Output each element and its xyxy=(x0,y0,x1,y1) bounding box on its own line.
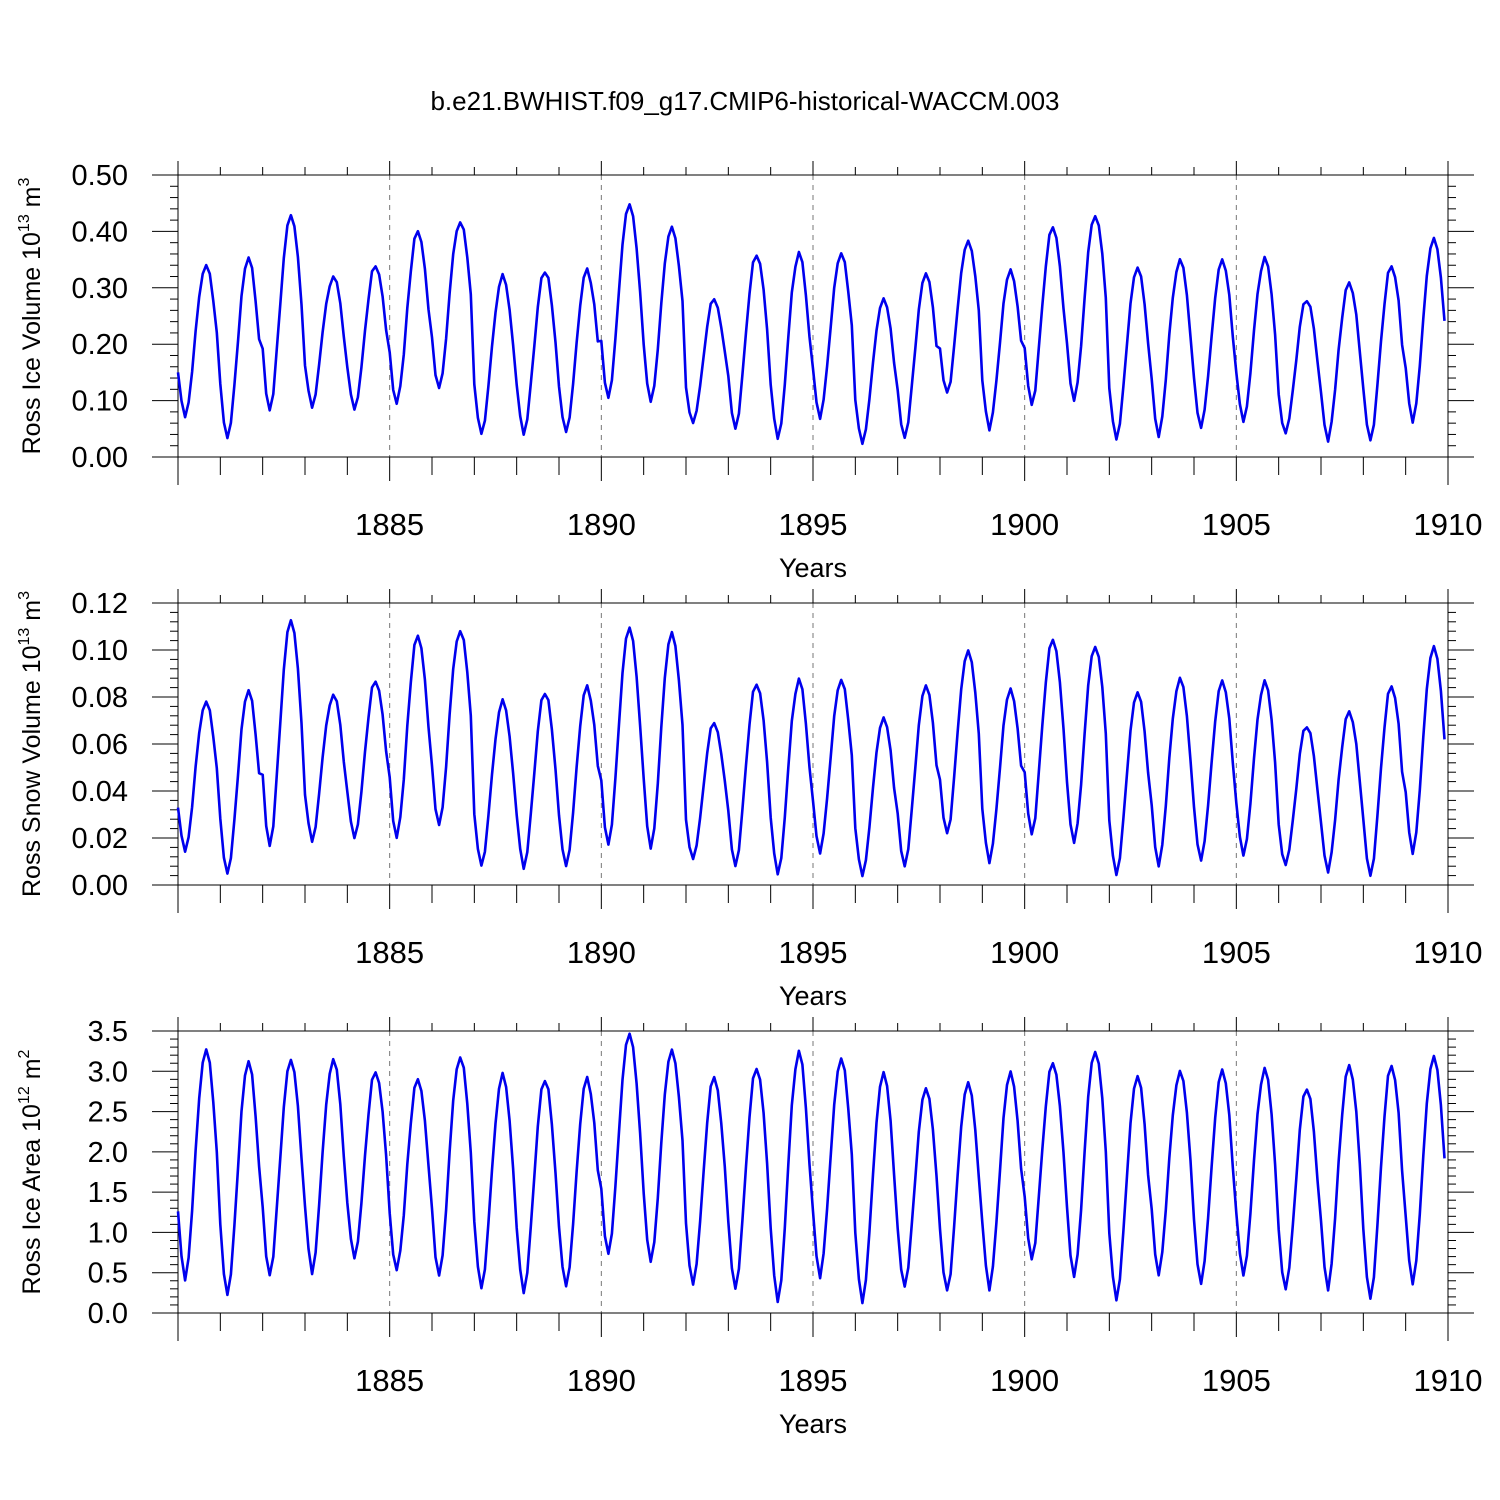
x-axis-label: Years xyxy=(779,981,847,1011)
x-tick-label: 1910 xyxy=(1414,935,1483,970)
y-tick-label: 0.5 xyxy=(88,1258,128,1290)
x-tick-label: 1910 xyxy=(1414,1363,1483,1398)
y-tick-label: 3.0 xyxy=(88,1056,128,1088)
y-tick-label: 0.30 xyxy=(72,273,128,305)
y-tick-label: 0.50 xyxy=(72,160,128,192)
y-tick-label: 0.0 xyxy=(88,1298,128,1330)
x-tick-label: 1890 xyxy=(567,935,636,970)
x-tick-label: 1885 xyxy=(355,507,424,542)
y-tick-label: 0.10 xyxy=(72,386,128,418)
y-tick-label: 2.0 xyxy=(88,1137,128,1169)
series-line xyxy=(176,618,1446,878)
x-tick-label: 1895 xyxy=(779,935,848,970)
y-tick-label: 0.08 xyxy=(72,682,128,714)
x-axis-label: Years xyxy=(779,553,847,583)
y-axis-label: Ross Ice Area 1012 m2 xyxy=(16,1049,46,1294)
y-tick-label: 1.5 xyxy=(88,1177,128,1209)
y-axis-label: Ross Snow Volume 1013 m3 xyxy=(16,591,46,897)
y-tick-label: 0.02 xyxy=(72,823,128,855)
y-axis-label: Ross Ice Volume 1013 m3 xyxy=(16,177,46,454)
x-tick-label: 1900 xyxy=(990,935,1059,970)
y-tick-label: 0.00 xyxy=(72,870,128,902)
y-tick-label: 0.00 xyxy=(72,442,128,474)
y-tick-label: 0.40 xyxy=(72,216,128,248)
y-tick-label: 0.20 xyxy=(72,329,128,361)
series-line xyxy=(176,203,1446,446)
x-tick-label: 1890 xyxy=(567,1363,636,1398)
y-tick-label: 0.10 xyxy=(72,635,128,667)
y-tick-label: 1.0 xyxy=(88,1217,128,1249)
x-tick-label: 1905 xyxy=(1202,507,1271,542)
x-tick-label: 1910 xyxy=(1414,507,1483,542)
figure-title: b.e21.BWHIST.f09_g17.CMIP6-historical-WA… xyxy=(430,86,1059,116)
y-tick-label: 3.5 xyxy=(88,1016,128,1048)
y-tick-label: 0.06 xyxy=(72,729,128,761)
x-tick-label: 1900 xyxy=(990,507,1059,542)
x-tick-label: 1895 xyxy=(779,507,848,542)
x-axis-label: Years xyxy=(779,1409,847,1439)
x-tick-label: 1905 xyxy=(1202,1363,1271,1398)
panels: 0.00 0.10 0.20 0.30 0.40 0.50 1885 1890 1895 1900… xyxy=(16,160,1482,1439)
x-tick-label: 1890 xyxy=(567,507,636,542)
x-tick-label: 1905 xyxy=(1202,935,1271,970)
x-tick-label: 1885 xyxy=(355,935,424,970)
panel-1: 0.00 0.10 0.20 0.30 0.40 0.50 1885 1890 1895 1900… xyxy=(16,160,1482,583)
panel-2: 0.00 0.02 0.04 0.06 0.08 0.10 0.12 1885 1890 1895… xyxy=(16,588,1482,1011)
y-tick-label: 0.12 xyxy=(72,588,128,620)
x-tick-label: 1900 xyxy=(990,1363,1059,1398)
y-tick-label: 0.04 xyxy=(72,776,128,808)
series-line xyxy=(176,1032,1446,1305)
y-tick-label: 2.5 xyxy=(88,1097,128,1129)
x-tick-label: 1885 xyxy=(355,1363,424,1398)
panel-3: 0.0 0.5 1.0 1.5 2.0 2.5 3.0 3.5 1885 1890 1895 1900… xyxy=(16,1016,1482,1439)
x-tick-label: 1895 xyxy=(779,1363,848,1398)
